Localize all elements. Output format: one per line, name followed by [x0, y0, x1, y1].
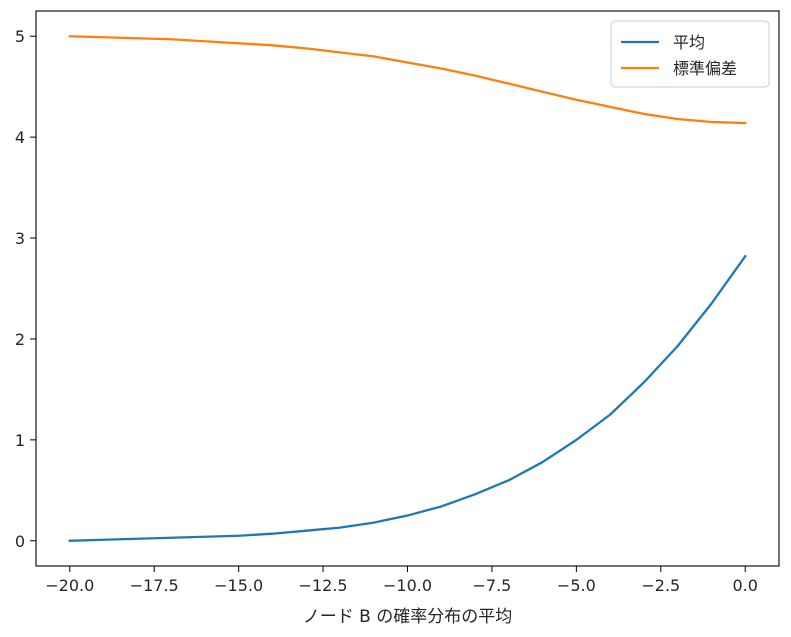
legend-label: 平均 — [673, 33, 705, 52]
series-line-1 — [68, 35, 747, 125]
legend-box — [610, 20, 770, 88]
x-tick-label: −7.5 — [473, 576, 512, 595]
x-tick-label: −17.5 — [130, 576, 179, 595]
x-tick-label: −20.0 — [45, 576, 94, 595]
y-axis: 0 1 2 3 4 5 — [15, 27, 36, 551]
x-tick-label: −12.5 — [299, 576, 348, 595]
x-tick-label: −2.5 — [641, 576, 680, 595]
y-tick-label: 5 — [15, 27, 25, 46]
x-axis-label: ノード B の確率分布の平均 — [303, 607, 512, 627]
x-axis: −20.0 −17.5 −15.0 −12.5 −10.0 −7.5 −5.0 −2.5 0.0 — [45, 566, 758, 595]
x-tick-label: −5.0 — [557, 576, 596, 595]
series-line-0 — [68, 254, 747, 542]
x-tick-label: −15.0 — [214, 576, 263, 595]
x-tick-label: −10.0 — [383, 576, 432, 595]
y-tick-label: 0 — [15, 532, 25, 551]
y-tick-label: 3 — [15, 229, 25, 248]
y-tick-label: 2 — [15, 330, 25, 349]
legend-label: 標準偏差 — [673, 59, 737, 78]
x-tick-label: 0.0 — [733, 576, 758, 595]
plot-frame — [35, 10, 780, 567]
y-tick-label: 4 — [15, 128, 25, 147]
y-tick-label: 1 — [15, 431, 25, 450]
plot-lines — [68, 35, 747, 542]
